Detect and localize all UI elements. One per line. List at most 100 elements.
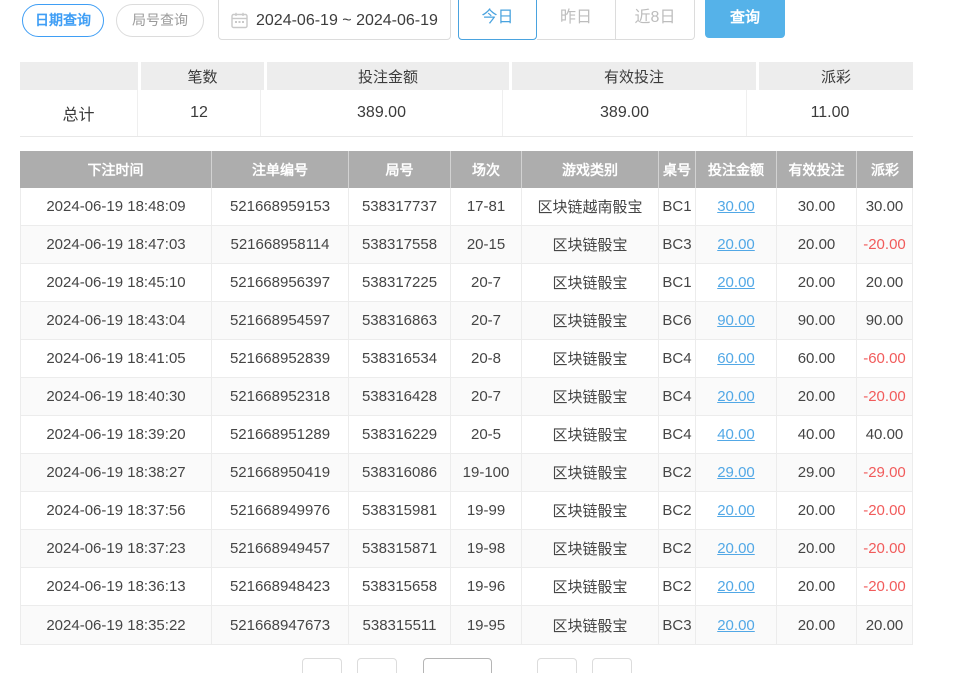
valid-bet-cell: 40.00 (777, 416, 857, 453)
last-8-days-button[interactable]: 近8日 (616, 0, 695, 40)
bet-amount-cell: 29.00 (696, 454, 777, 491)
table-row: 2024-06-19 18:43:04 521668954597 5383168… (21, 302, 912, 340)
round-id-cell: 538315658 (349, 568, 451, 605)
query-button[interactable]: 查询 (705, 0, 785, 38)
date-query-tab[interactable]: 日期查询 (22, 4, 104, 37)
order-id-cell: 521668952839 (212, 340, 349, 377)
pagination-last-button[interactable] (592, 658, 632, 673)
bet-amount-link[interactable]: 29.00 (717, 464, 755, 481)
header-payout: 派彩 (871, 161, 899, 178)
date-range-value: 2024-06-19 ~ 2024-06-19 (256, 12, 438, 29)
game-type-cell: 区块链骰宝 (522, 606, 659, 644)
date-shortcut-group: 今日 昨日 近8日 (458, 0, 695, 40)
table-no-cell: BC6 (659, 302, 696, 339)
round-id-cell: 538317225 (349, 264, 451, 301)
order-id-cell: 521668956397 (212, 264, 349, 301)
valid-bet-cell: 20.00 (777, 568, 857, 605)
table-row: 2024-06-19 18:47:03 521668958114 5383175… (21, 226, 912, 264)
round-id-cell: 538315511 (349, 606, 451, 644)
valid-bet-cell: 20.00 (777, 264, 857, 301)
summary-header-valid-bet: 有效投注 (512, 62, 756, 90)
summary-table: 笔数 投注金额 有效投注 派彩 总计 12 389.00 389.00 11.0… (20, 62, 913, 137)
bet-time-cell: 2024-06-19 18:48:09 (21, 188, 212, 225)
session-cell: 20-7 (451, 378, 522, 415)
header-order-id: 注单编号 (212, 151, 349, 188)
payout-cell: 40.00 (865, 426, 904, 443)
round-id-cell: 538315981 (349, 492, 451, 529)
table-row: 2024-06-19 18:40:30 521668952318 5383164… (21, 378, 912, 416)
table-row: 2024-06-19 18:37:56 521668949976 5383159… (21, 492, 912, 530)
payout-cell: -20.00 (863, 236, 906, 253)
bet-amount-link[interactable]: 20.00 (717, 236, 755, 253)
header-valid-bet: 有效投注 (777, 151, 857, 188)
header-game-type: 游戏类别 (522, 151, 659, 188)
table-row: 2024-06-19 18:37:23 521668949457 5383158… (21, 530, 912, 568)
valid-bet-cell: 30.00 (777, 188, 857, 225)
today-button[interactable]: 今日 (458, 0, 537, 40)
date-range-input[interactable]: 2024-06-19 ~ 2024-06-19 (218, 0, 451, 40)
pagination-page-button[interactable] (357, 658, 397, 673)
summary-header-bet-amount: 投注金额 (267, 62, 509, 90)
bet-amount-link[interactable]: 20.00 (717, 388, 755, 405)
round-id-cell: 538316534 (349, 340, 451, 377)
table-no-cell: BC2 (659, 530, 696, 567)
game-type-cell: 区块链越南骰宝 (522, 188, 659, 225)
table-row: 2024-06-19 18:36:13 521668948423 5383156… (21, 568, 912, 606)
bet-amount-cell: 30.00 (696, 188, 777, 225)
payout-cell: -29.00 (863, 464, 906, 481)
header-bet-amount: 投注金额 (696, 151, 777, 188)
session-cell: 19-95 (451, 606, 522, 644)
records-header-row: 下注时间 注单编号 局号 场次 游戏类别 桌号 投注金额 有效投注 派彩 (20, 151, 913, 188)
pagination-prev-button[interactable] (302, 658, 342, 673)
round-query-tab[interactable]: 局号查询 (116, 4, 204, 37)
table-no-cell: BC2 (659, 492, 696, 529)
session-cell: 20-5 (451, 416, 522, 453)
payout-cell: -20.00 (863, 388, 906, 405)
summary-count-value: 12 (138, 90, 261, 136)
bet-amount-cell: 20.00 (696, 568, 777, 605)
summary-header-row: 笔数 投注金额 有效投注 派彩 (20, 62, 913, 90)
yesterday-button[interactable]: 昨日 (537, 0, 616, 40)
bet-amount-link[interactable]: 20.00 (717, 274, 755, 291)
session-cell: 20-7 (451, 302, 522, 339)
table-no-cell: BC2 (659, 568, 696, 605)
game-type-cell: 区块链骰宝 (522, 264, 659, 301)
order-id-cell: 521668948423 (212, 568, 349, 605)
bet-amount-link[interactable]: 60.00 (717, 350, 755, 367)
order-id-cell: 521668950419 (212, 454, 349, 491)
header-session: 场次 (451, 151, 522, 188)
header-bet-time: 下注时间 (20, 151, 212, 188)
bet-amount-cell: 40.00 (696, 416, 777, 453)
table-no-cell: BC1 (659, 188, 696, 225)
summary-valid-bet-value: 389.00 (503, 90, 747, 136)
table-no-cell: BC2 (659, 454, 696, 491)
pagination-page-select[interactable] (423, 658, 492, 673)
round-id-cell: 538316086 (349, 454, 451, 491)
session-cell: 20-8 (451, 340, 522, 377)
valid-bet-cell: 20.00 (777, 530, 857, 567)
bet-amount-link[interactable]: 20.00 (717, 540, 755, 557)
calendar-icon (231, 12, 256, 30)
header-round-id: 局号 (349, 151, 451, 188)
bet-amount-link[interactable]: 20.00 (717, 616, 755, 634)
bet-amount-link[interactable]: 40.00 (717, 426, 755, 443)
summary-header-blank (20, 62, 138, 90)
bet-amount-link[interactable]: 20.00 (717, 502, 755, 519)
records-table-body: 2024-06-19 18:48:09 521668959153 5383177… (20, 188, 913, 645)
round-id-cell: 538317558 (349, 226, 451, 263)
table-row: 2024-06-19 18:38:27 521668950419 5383160… (21, 454, 912, 492)
game-type-cell: 区块链骰宝 (522, 454, 659, 491)
table-row: 2024-06-19 18:35:22 521668947673 5383155… (21, 606, 912, 644)
bet-amount-link[interactable]: 20.00 (717, 578, 755, 595)
pagination-next-button[interactable] (537, 658, 577, 673)
bet-time-cell: 2024-06-19 18:37:23 (21, 530, 212, 567)
payout-cell: -20.00 (863, 502, 906, 519)
game-type-cell: 区块链骰宝 (522, 568, 659, 605)
valid-bet-cell: 20.00 (777, 492, 857, 529)
bet-amount-link[interactable]: 30.00 (717, 198, 755, 215)
table-no-cell: BC3 (659, 606, 696, 644)
bet-time-cell: 2024-06-19 18:37:56 (21, 492, 212, 529)
bet-amount-cell: 20.00 (696, 530, 777, 567)
bet-amount-link[interactable]: 90.00 (717, 312, 755, 329)
summary-total-label: 总计 (20, 90, 138, 136)
